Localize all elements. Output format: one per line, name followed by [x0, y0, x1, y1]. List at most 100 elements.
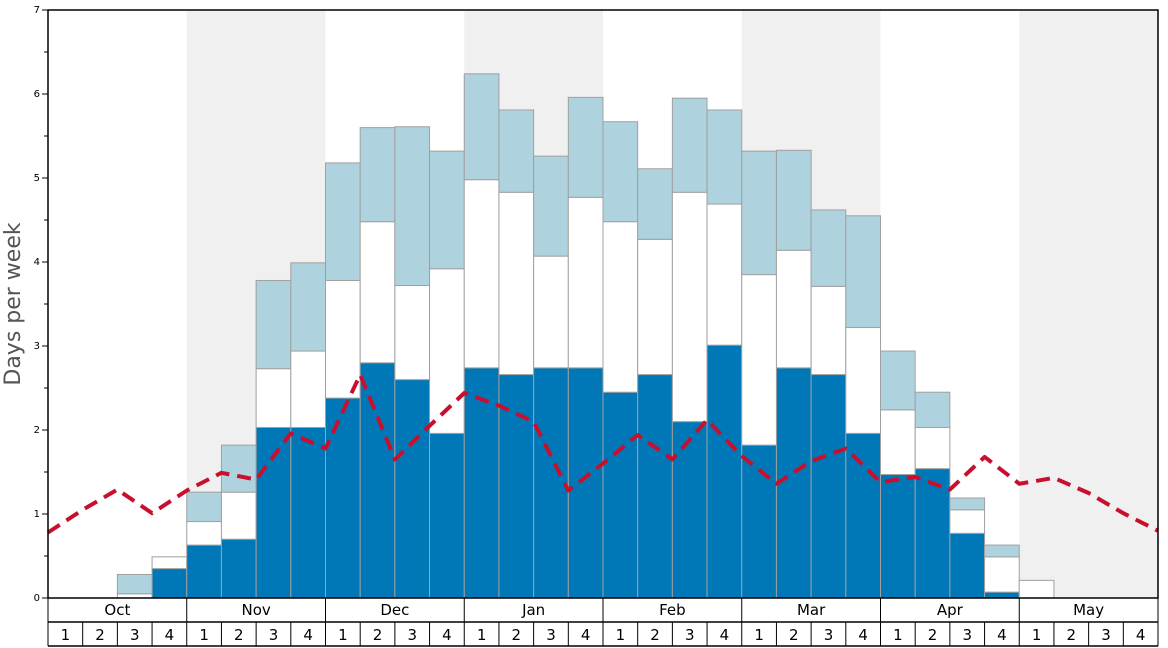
bar-top-week-9 — [325, 162, 361, 281]
bar-top-week-14 — [498, 109, 535, 193]
bar-middle-week-24 — [845, 327, 881, 434]
bar-middle-week-27 — [949, 509, 986, 534]
bar-bottom-week-18 — [637, 374, 673, 599]
week-label: 3 — [962, 626, 972, 644]
bar-middle-week-29 — [1018, 579, 1055, 599]
bar-top-week-10 — [359, 127, 396, 223]
bar-top-week-15 — [533, 155, 569, 257]
bar-middle-week-11 — [394, 285, 431, 381]
bar-middle-week-23 — [810, 285, 847, 376]
bar-middle-week-9 — [325, 279, 361, 399]
bar-middle-week-10 — [359, 221, 396, 364]
bar-top-week-20 — [706, 109, 743, 205]
bar-bottom-week-6 — [220, 538, 257, 599]
bar-middle-week-15 — [533, 255, 569, 369]
bar-top-week-22 — [775, 149, 812, 251]
week-label: 3 — [546, 626, 556, 644]
week-label: 4 — [165, 626, 175, 644]
week-label: 2 — [650, 626, 660, 644]
week-label: 3 — [824, 626, 834, 644]
week-label: 4 — [1136, 626, 1146, 644]
week-label: 2 — [928, 626, 938, 644]
bar-middle-week-5 — [186, 521, 222, 546]
month-label-jan: Jan — [521, 601, 545, 619]
y-tick-label: 0 — [34, 593, 40, 604]
month-label-may: May — [1073, 601, 1104, 619]
bar-top-week-27 — [949, 497, 986, 511]
week-label: 1 — [616, 626, 626, 644]
month-label-mar: Mar — [797, 601, 826, 619]
week-label: 1 — [893, 626, 903, 644]
month-label-feb: Feb — [659, 601, 686, 619]
bar-bottom-week-4 — [151, 568, 188, 599]
week-label: 1 — [61, 626, 71, 644]
dashed-line-series — [46, 372, 1159, 535]
bar-bottom-week-14 — [498, 374, 535, 599]
month-label-oct: Oct — [104, 601, 130, 619]
bar-top-week-23 — [810, 209, 847, 287]
week-label: 4 — [303, 626, 313, 644]
bar-top-week-5 — [186, 491, 222, 523]
bar-bottom-week-7 — [255, 426, 292, 599]
bar-top-week-18 — [637, 168, 673, 240]
bar-bottom-week-17 — [602, 391, 639, 599]
bar-bottom-week-5 — [186, 544, 222, 599]
month-band-may — [1019, 10, 1158, 598]
bar-middle-week-21 — [741, 274, 777, 446]
bar-bottom-week-23 — [810, 374, 847, 599]
week-label: 3 — [407, 626, 417, 644]
bar-middle-week-12 — [429, 268, 465, 434]
y-tick-label: 4 — [34, 257, 40, 268]
week-label: 1 — [477, 626, 487, 644]
bar-top-week-21 — [741, 150, 777, 276]
month-label-nov: Nov — [241, 601, 270, 619]
bar-middle-week-18 — [637, 238, 673, 376]
bar-bottom-week-20 — [706, 344, 743, 599]
bar-bottom-week-21 — [741, 444, 777, 599]
bar-middle-week-25 — [880, 409, 916, 476]
bar-middle-week-28 — [984, 556, 1020, 593]
bar-middle-week-19 — [671, 191, 708, 423]
week-label: 4 — [442, 626, 452, 644]
week-label: 1 — [338, 626, 348, 644]
y-axis: 0 1 2 3 4 5 6 7 — [34, 5, 48, 604]
week-label: 3 — [269, 626, 279, 644]
week-label: 1 — [199, 626, 209, 644]
bar-bottom-week-24 — [845, 432, 881, 599]
bar-bottom-week-10 — [359, 362, 396, 599]
bar-top-week-25 — [880, 350, 916, 411]
bar-middle-week-20 — [706, 203, 743, 346]
bar-middle-week-26 — [914, 426, 951, 470]
bar-bottom-week-15 — [533, 367, 569, 599]
bar-top-week-19 — [671, 97, 708, 193]
bar-middle-week-8 — [290, 350, 326, 428]
bar-bottom-week-9 — [325, 397, 361, 599]
y-tick-label: 2 — [34, 425, 40, 436]
y-tick-label: 3 — [34, 341, 40, 352]
y-tick-label: 5 — [34, 173, 40, 184]
bar-top-week-6 — [220, 444, 257, 493]
bar-top-week-16 — [567, 96, 604, 198]
bar-middle-week-22 — [775, 249, 812, 369]
bar-middle-week-7 — [255, 368, 292, 428]
bar-top-week-17 — [602, 121, 639, 223]
bar-top-week-8 — [290, 262, 326, 352]
bar-bottom-week-22 — [775, 367, 812, 599]
bar-middle-week-6 — [220, 491, 257, 540]
week-label: 4 — [858, 626, 868, 644]
week-label: 2 — [373, 626, 383, 644]
y-tick-label: 7 — [34, 5, 40, 16]
dashed-series — [46, 372, 1159, 535]
bar-top-week-11 — [394, 126, 431, 287]
bar-bottom-week-28 — [984, 591, 1020, 599]
week-label: 2 — [234, 626, 244, 644]
y-tick-label: 1 — [34, 509, 40, 520]
month-label-dec: Dec — [380, 601, 409, 619]
week-label: 4 — [997, 626, 1007, 644]
bar-top-week-12 — [429, 150, 465, 270]
bar-middle-week-14 — [498, 191, 535, 376]
week-label: 3 — [130, 626, 140, 644]
week-label: 2 — [789, 626, 799, 644]
bar-bottom-week-16 — [567, 367, 604, 599]
